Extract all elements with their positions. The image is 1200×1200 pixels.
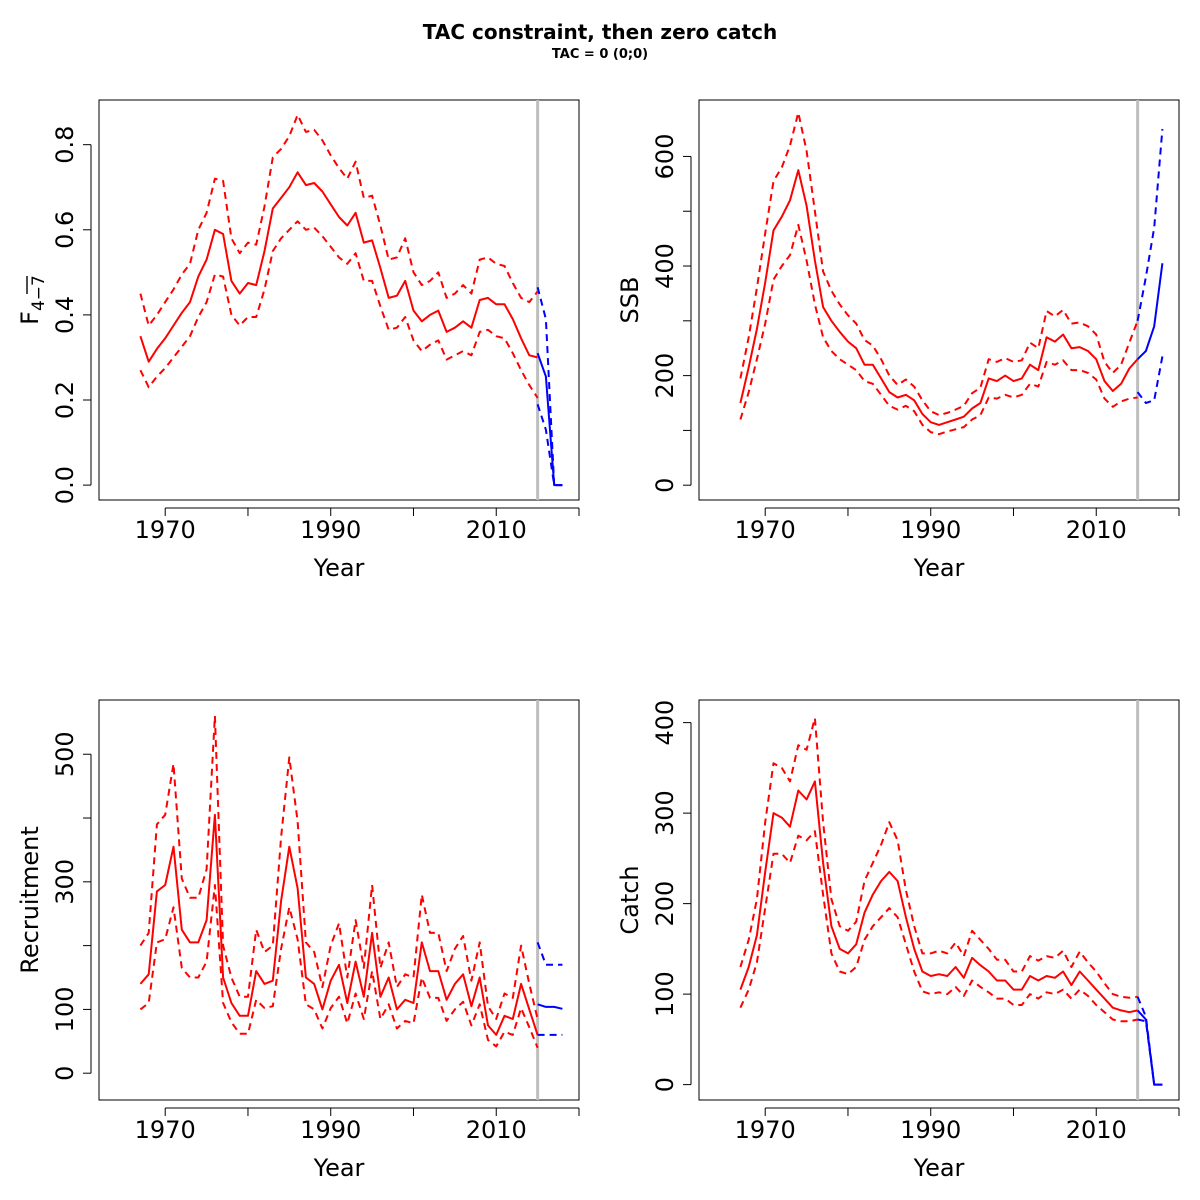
fbar-x-tick-label: 1970 (135, 516, 196, 544)
ssb-x-axis-label: Year (913, 554, 965, 582)
panel-recruitment: 1970 1990 2010 Year 0 100 300 500 Recruitment (16, 699, 580, 1182)
ssb-y-axis-label: SSB (616, 277, 644, 324)
catch-history-upper-line (739, 717, 1138, 999)
fbar-y-tick-label: 0.4 (51, 296, 79, 334)
fbar-y-tick-label: 0.6 (51, 211, 79, 249)
recruitment-y-tick-label: 100 (51, 987, 79, 1033)
ssb-y-tick-label: 400 (651, 243, 679, 289)
recruitment-forecast-upper-line (536, 942, 563, 966)
catch-x-tick-label: 2010 (1066, 1116, 1127, 1144)
catch-y-tick-label: 400 (651, 700, 679, 746)
ssb-forecast-upper-line (1136, 128, 1164, 321)
recruitment-x-tick-label: 1970 (135, 1116, 196, 1144)
fbar-y-tick-label: 0.2 (51, 381, 79, 419)
catch-series-group (739, 717, 1163, 1086)
chart-subtitle: TAC = 0 (0;0) (551, 47, 649, 62)
ssb-x-tick-label: 2010 (1066, 516, 1127, 544)
panel-fbar: 1970 1990 2010 Year 0.0 0.2 0.4 0.6 0.8 F4−7 (16, 99, 580, 582)
catch-forecast-upper-line (1136, 996, 1163, 1086)
catch-y-tick-label: 300 (651, 790, 679, 836)
recruitment-history-estimate-line (139, 813, 539, 1036)
recruitment-y-axis-label: Recruitment (16, 826, 44, 973)
ssb-plot-box (698, 99, 1180, 501)
catch-plot-box (698, 699, 1180, 1101)
ssb-history-lower-line (739, 223, 1138, 436)
recruitment-history-upper-line (139, 714, 539, 1020)
fbar-history-lower-line (139, 220, 539, 399)
ssb-x-tick-label: 1990 (900, 516, 961, 544)
panel-ssb: 1970 1990 2010 Year 0 200 400 600 SSB (616, 99, 1180, 582)
recruitment-history-lower-line (139, 884, 539, 1049)
fbar-series-group (139, 113, 563, 487)
recruitment-series-group (139, 714, 563, 1049)
ssb-series-group (739, 111, 1164, 436)
fbar-forecast-estimate-line (536, 352, 563, 487)
ssb-forecast-lower-line (1136, 356, 1164, 404)
catch-y-tick-label: 100 (651, 971, 679, 1017)
fbar-x-axis-label: Year (313, 554, 365, 582)
fbar-x-tick-label: 2010 (466, 516, 527, 544)
ssb-forecast-estimate-line (1136, 263, 1164, 360)
catch-y-axis-label: Catch (616, 865, 644, 934)
recruitment-y-tick-label: 500 (51, 731, 79, 777)
fbar-y-tick-label: 0.0 (51, 466, 79, 504)
catch-x-tick-label: 1990 (900, 1116, 961, 1144)
ssb-x-tick-label: 1970 (735, 516, 796, 544)
fbar-y-axis-label-subscript: 4−7 (29, 275, 49, 311)
ssb-history-estimate-line (739, 169, 1139, 426)
recruitment-y-tick-label: 0 (51, 1066, 79, 1081)
recruitment-forecast-estimate-line (537, 1003, 563, 1010)
catch-y-tick-label: 200 (651, 881, 679, 927)
fbar-y-tick-label: 0.8 (51, 126, 79, 164)
panel-catch: 1970 1990 2010 Year 0 100 200 300 400 Catch (616, 699, 1180, 1182)
recruitment-y-tick-label: 300 (51, 859, 79, 905)
fbar-forecast-lower-line (536, 403, 563, 487)
catch-y-tick-label: 0 (651, 1077, 679, 1092)
recruitment-x-tick-label: 1990 (300, 1116, 361, 1144)
fbar-history-upper-line (139, 113, 539, 327)
recruitment-plot-box (98, 699, 580, 1101)
fbar-x-tick-label: 1990 (300, 516, 361, 544)
chart-title: TAC constraint, then zero catch (422, 20, 778, 44)
catch-x-axis-label: Year (913, 1154, 965, 1182)
fbar-y-axis-label: F4−7 (16, 275, 49, 325)
ssb-y-tick-label: 200 (651, 353, 679, 399)
ssb-y-tick-label: 600 (651, 134, 679, 180)
recruitment-x-tick-label: 2010 (466, 1116, 527, 1144)
fbar-forecast-upper-line (536, 286, 563, 487)
catch-x-tick-label: 1970 (735, 1116, 796, 1144)
catch-history-lower-line (739, 830, 1138, 1023)
catch-history-estimate-line (739, 780, 1138, 1014)
recruitment-x-axis-label: Year (313, 1154, 365, 1182)
catch-forecast-estimate-line (1136, 1009, 1163, 1086)
fbar-plot-box (98, 99, 580, 501)
ssb-y-tick-label: 0 (651, 478, 679, 493)
fbar-history-estimate-line (139, 171, 538, 363)
ssb-history-upper-line (739, 111, 1139, 417)
